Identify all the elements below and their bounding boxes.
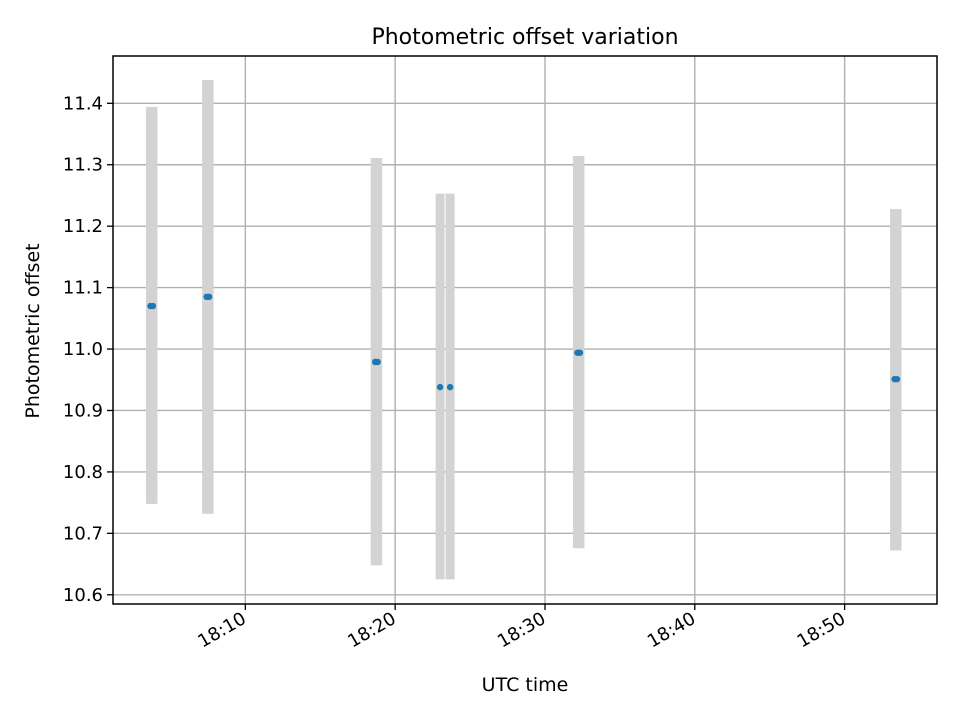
y-tick-label: 10.8 — [63, 462, 103, 483]
y-tick-label: 11.1 — [63, 278, 103, 299]
x-axis-label: UTC time — [482, 674, 569, 696]
plot-frame — [112, 55, 938, 605]
chart-title: Photometric offset variation — [371, 25, 678, 50]
y-tick-label: 11.0 — [63, 339, 103, 360]
data-points — [147, 293, 901, 391]
y-tick-label: 10.6 — [63, 585, 103, 606]
grid-lines — [113, 56, 937, 604]
y-axis-label: Photometric offset — [22, 243, 44, 418]
data-point — [149, 302, 157, 310]
y-tick-label: 11.4 — [63, 93, 103, 114]
data-point — [576, 349, 584, 356]
data-point — [893, 375, 901, 383]
y-tick-label: 11.3 — [63, 155, 103, 176]
x-tick-label: 18:50 — [794, 608, 849, 652]
data-point — [374, 358, 381, 366]
data-point — [436, 383, 444, 391]
data-point — [205, 293, 213, 301]
data-point — [446, 383, 454, 391]
x-tick-label: 18:30 — [494, 608, 549, 652]
y-tick-label: 10.9 — [63, 400, 103, 421]
axis-ticks: 18:10 18:20 18:30 18:40 18:50 10.6 10.7 10.8 10.… — [63, 93, 849, 652]
x-tick-label: 18:20 — [344, 608, 399, 652]
x-tick-label: 18:40 — [644, 608, 699, 652]
y-tick-label: 11.2 — [63, 216, 103, 237]
x-tick-label: 18:10 — [194, 608, 249, 652]
error-bars — [145, 79, 902, 580]
y-tick-label: 10.7 — [63, 523, 103, 544]
